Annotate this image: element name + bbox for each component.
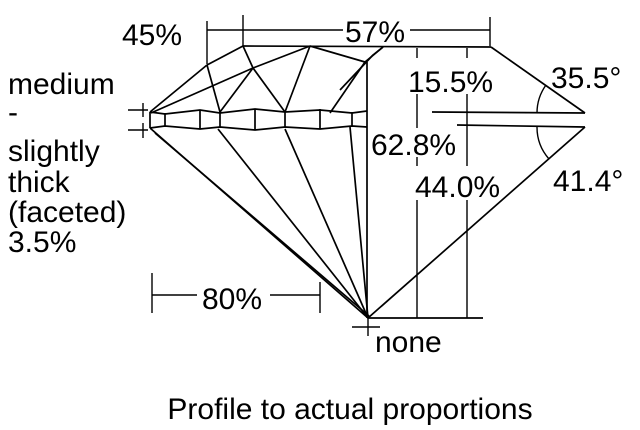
pavilion-angle-arc	[536, 126, 550, 160]
figure-caption: Profile to actual proportions	[167, 393, 532, 426]
crown-angle-arc	[536, 84, 547, 114]
girdle-line-4: thick	[8, 166, 71, 199]
angle-schematic	[352, 46, 586, 336]
girdle-description: medium - slightly thick (faceted) 3.5%	[8, 68, 126, 259]
girdle-line-5: (faceted)	[8, 196, 126, 229]
girdle-line-2: -	[8, 96, 18, 129]
dimension-lines	[151, 15, 491, 318]
girdle-line-1: medium	[8, 68, 115, 101]
table-size-label: 57%	[345, 16, 405, 49]
labels: 45% 57% 15.5% 35.5° 62.8% 44.0% 41.4° 80…	[8, 16, 623, 426]
pavilion-depth-label: 44.0%	[415, 171, 500, 204]
girdle-band	[149, 108, 368, 131]
star-length-label: 45%	[122, 19, 182, 52]
girdle-line-6: 3.5%	[8, 226, 76, 259]
girdle-thickness-marks	[128, 103, 148, 138]
pavilion-angle-label: 41.4°	[553, 165, 623, 198]
pavilion-facets	[149, 62, 370, 319]
crown-angle-label: 35.5°	[551, 62, 621, 95]
girdle-line-3: slightly	[8, 135, 100, 168]
crown-facets	[149, 45, 492, 114]
crown-height-label: 15.5%	[408, 66, 493, 99]
total-depth-label: 62.8%	[371, 129, 456, 162]
lower-half-label: 80%	[202, 283, 262, 316]
culet-label: none	[375, 326, 442, 359]
